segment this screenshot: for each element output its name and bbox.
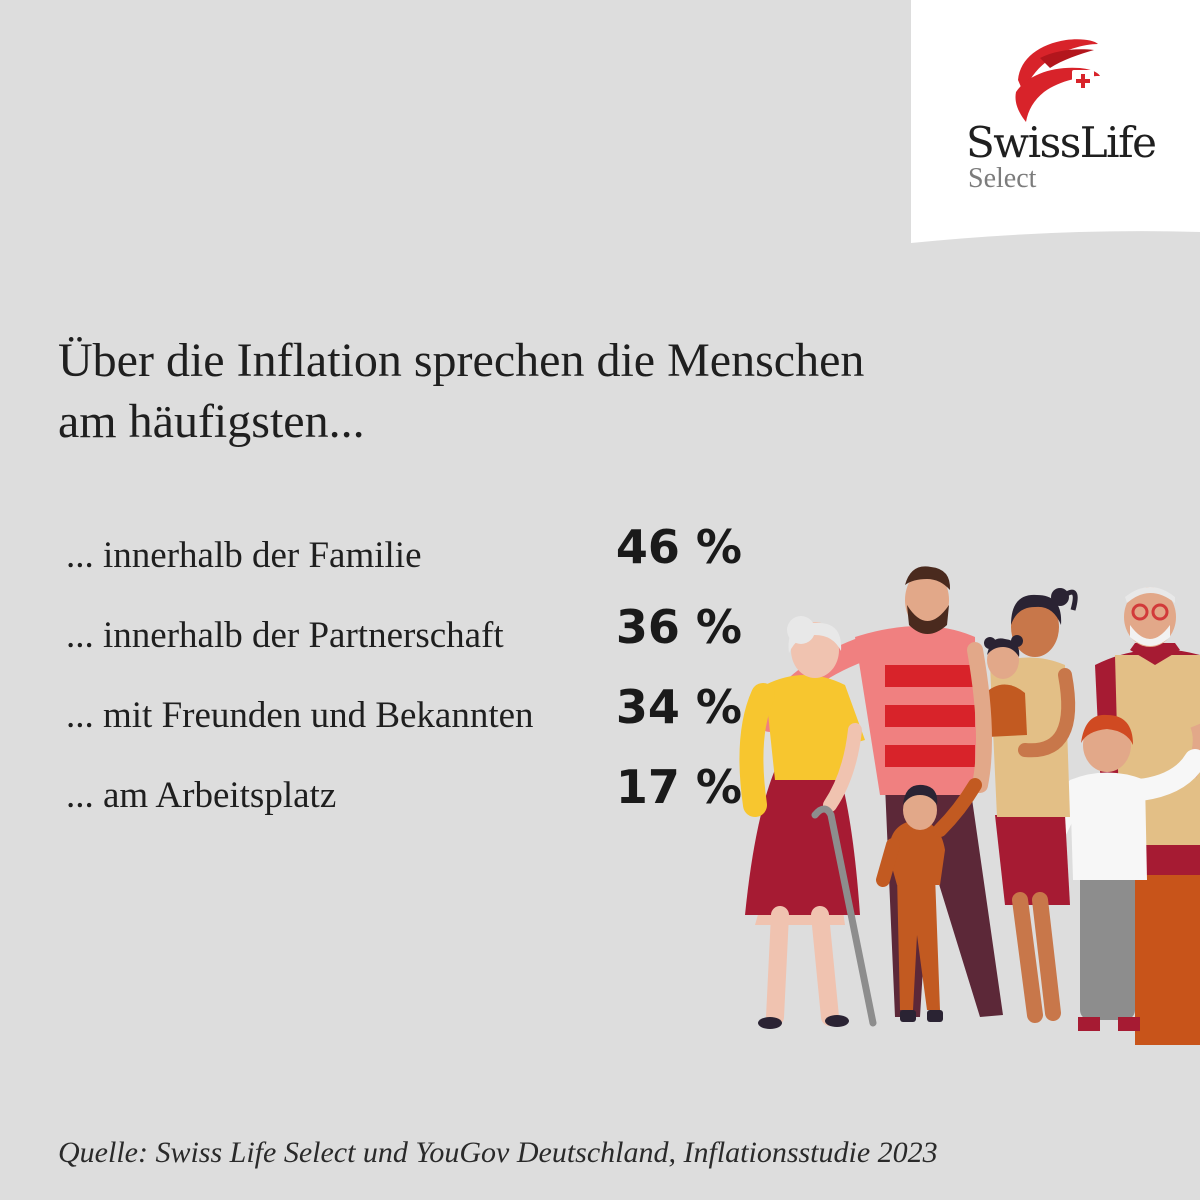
mother-figure	[983, 588, 1078, 1023]
page-title-line-2: am häufigsten...	[58, 395, 365, 448]
stat-label: ... innerhalb der Familie	[66, 535, 422, 576]
page-title: Über die Inflation sprechen die Menschen…	[58, 330, 1058, 452]
swisslife-logo-icon	[1015, 39, 1100, 122]
stat-value: 17 %	[615, 760, 742, 814]
grandfather-figure	[1095, 587, 1200, 1045]
page-title-line-1: Über die Inflation sprechen die Menschen	[58, 334, 865, 387]
stat-row-workplace: ... am Arbeitsplatz 17 %	[66, 760, 766, 840]
logo-panel-background	[911, 0, 1200, 243]
logo-panel	[911, 0, 1200, 245]
family-group-illustration-icon	[739, 566, 1200, 1045]
stats-list: ... innerhalb der Familie 46 % ... inner…	[66, 520, 766, 840]
stat-value: 34 %	[615, 680, 742, 734]
stat-label: ... mit Freunden und Bekannten	[66, 695, 534, 736]
brand-subtitle: Select	[968, 163, 1037, 194]
source-note: Quelle: Swiss Life Select und YouGov Deu…	[58, 1136, 938, 1169]
stat-label: ... innerhalb der Partnerschaft	[66, 615, 504, 656]
stat-row-family: ... innerhalb der Familie 46 %	[66, 520, 766, 600]
stat-value: 36 %	[615, 600, 742, 654]
stat-row-partnership: ... innerhalb der Partnerschaft 36 %	[66, 600, 766, 680]
stat-value: 46 %	[615, 520, 742, 574]
brand-name: SwissLife	[966, 118, 1157, 167]
grandmother-figure	[739, 616, 877, 1029]
boy-figure	[876, 778, 982, 1022]
stat-row-friends: ... mit Freunden und Bekannten 34 %	[66, 680, 766, 760]
stat-label: ... am Arbeitsplatz	[66, 775, 337, 816]
